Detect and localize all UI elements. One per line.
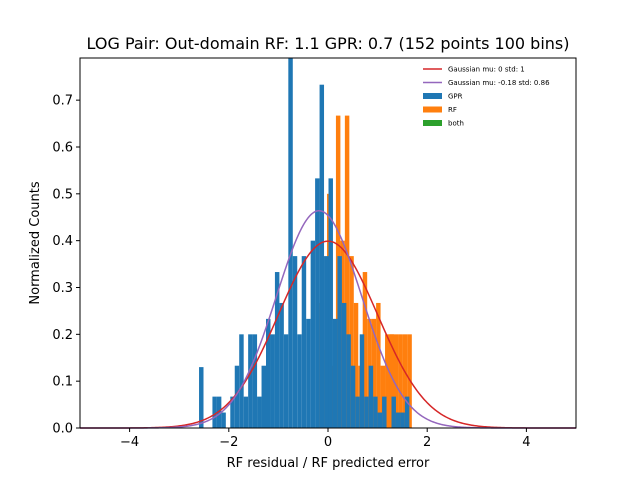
legend-swatch bbox=[423, 120, 442, 126]
gpr-bar bbox=[391, 396, 396, 428]
rf-bar bbox=[353, 302, 359, 428]
legend-label: Gaussian mu: 0 std: 1 bbox=[448, 66, 525, 74]
rf-bar bbox=[398, 334, 403, 428]
y-tick-label: 0.0 bbox=[52, 422, 73, 437]
gpr-bar bbox=[359, 334, 365, 428]
gpr-bar bbox=[199, 367, 204, 428]
gpr-bar bbox=[274, 272, 280, 428]
rf-bar bbox=[407, 334, 412, 428]
gpr-bar bbox=[377, 412, 383, 428]
x-tick-label: 2 bbox=[423, 435, 431, 450]
y-axis: 0.0 0.1 0.2 0.3 0.4 0.5 0.6 0.7 bbox=[52, 94, 80, 437]
gpr-bar bbox=[324, 256, 329, 428]
rf-bar bbox=[344, 115, 350, 428]
gpr-bar bbox=[315, 178, 320, 428]
y-tick-label: 0.5 bbox=[52, 187, 73, 202]
gpr-bar bbox=[332, 318, 338, 428]
legend-label: RF bbox=[448, 106, 457, 114]
y-tick-label: 0.2 bbox=[52, 328, 73, 343]
gpr-bar bbox=[301, 256, 307, 428]
gpr-bar bbox=[355, 396, 360, 428]
gpr-bar bbox=[310, 240, 316, 428]
gpr-bar bbox=[252, 334, 258, 428]
gpr-bar bbox=[346, 334, 351, 428]
legend-label: Gaussian mu: -0.18 std: 0.86 bbox=[448, 79, 550, 87]
chart-title: LOG Pair: Out-domain RF: 1.1 GPR: 0.7 (1… bbox=[87, 34, 570, 53]
x-tick-label: −2 bbox=[219, 435, 238, 450]
x-tick-label: 4 bbox=[522, 435, 530, 450]
rf-bar bbox=[371, 318, 377, 428]
gpr-bar bbox=[243, 396, 249, 428]
legend-label: both bbox=[448, 120, 464, 128]
x-axis: −4 −2 0 2 4 bbox=[120, 428, 531, 450]
gpr-bar bbox=[261, 365, 266, 428]
rf-bar bbox=[389, 334, 394, 428]
legend-swatch bbox=[423, 106, 442, 113]
y-tick-label: 0.7 bbox=[52, 94, 73, 109]
y-tick-label: 0.3 bbox=[52, 281, 73, 296]
gpr-bar bbox=[279, 302, 284, 428]
gpr-bar bbox=[288, 58, 293, 428]
rf-bar bbox=[385, 334, 390, 428]
rf-bar bbox=[393, 334, 399, 428]
gpr-bar bbox=[306, 318, 311, 428]
gpr-bar bbox=[395, 412, 401, 428]
gpr-bar bbox=[328, 178, 333, 428]
x-tick-label: −4 bbox=[120, 435, 139, 450]
rf-bar bbox=[362, 272, 368, 428]
legend-swatch bbox=[423, 93, 442, 99]
gpr-bar bbox=[319, 84, 325, 429]
gpr-bar bbox=[234, 365, 240, 428]
gpr-bar bbox=[257, 396, 262, 428]
gpr-bar bbox=[239, 334, 244, 428]
y-tick-label: 0.1 bbox=[52, 375, 73, 390]
gpr-bar bbox=[297, 334, 302, 428]
legend-label: GPR bbox=[448, 93, 463, 101]
gpr-bar bbox=[337, 256, 342, 428]
gpr-bar bbox=[221, 412, 226, 428]
gpr-bar bbox=[292, 256, 298, 428]
gpr-bar bbox=[283, 334, 289, 428]
gpr-bar bbox=[216, 396, 222, 428]
gpr-bar bbox=[373, 396, 378, 428]
y-tick-label: 0.4 bbox=[52, 234, 73, 249]
y-axis-label: Normalized Counts bbox=[28, 181, 43, 304]
x-tick-label: 0 bbox=[324, 435, 332, 450]
gpr-bar bbox=[266, 318, 271, 428]
gpr-bar bbox=[368, 365, 374, 428]
gpr-bar bbox=[212, 396, 217, 428]
gpr-bar bbox=[248, 334, 253, 428]
gpr-bar bbox=[382, 396, 387, 428]
legend: Gaussian mu: 0 std: 1 Gaussian mu: -0.18 … bbox=[423, 66, 550, 128]
rf-bar bbox=[376, 302, 381, 428]
gpr-bar bbox=[350, 365, 356, 428]
gpr-bar bbox=[270, 334, 275, 428]
rf-bar bbox=[402, 334, 408, 428]
gpr-bar bbox=[404, 396, 410, 428]
gpr-bar bbox=[230, 396, 235, 428]
gpr-bar bbox=[341, 302, 347, 428]
rf-bar bbox=[349, 256, 354, 428]
y-tick-label: 0.6 bbox=[52, 140, 73, 155]
gpr-bar bbox=[364, 396, 369, 428]
gpr-histogram bbox=[199, 58, 410, 429]
gpr-bar bbox=[400, 412, 405, 428]
x-axis-label: RF residual / RF predicted error bbox=[227, 456, 430, 471]
